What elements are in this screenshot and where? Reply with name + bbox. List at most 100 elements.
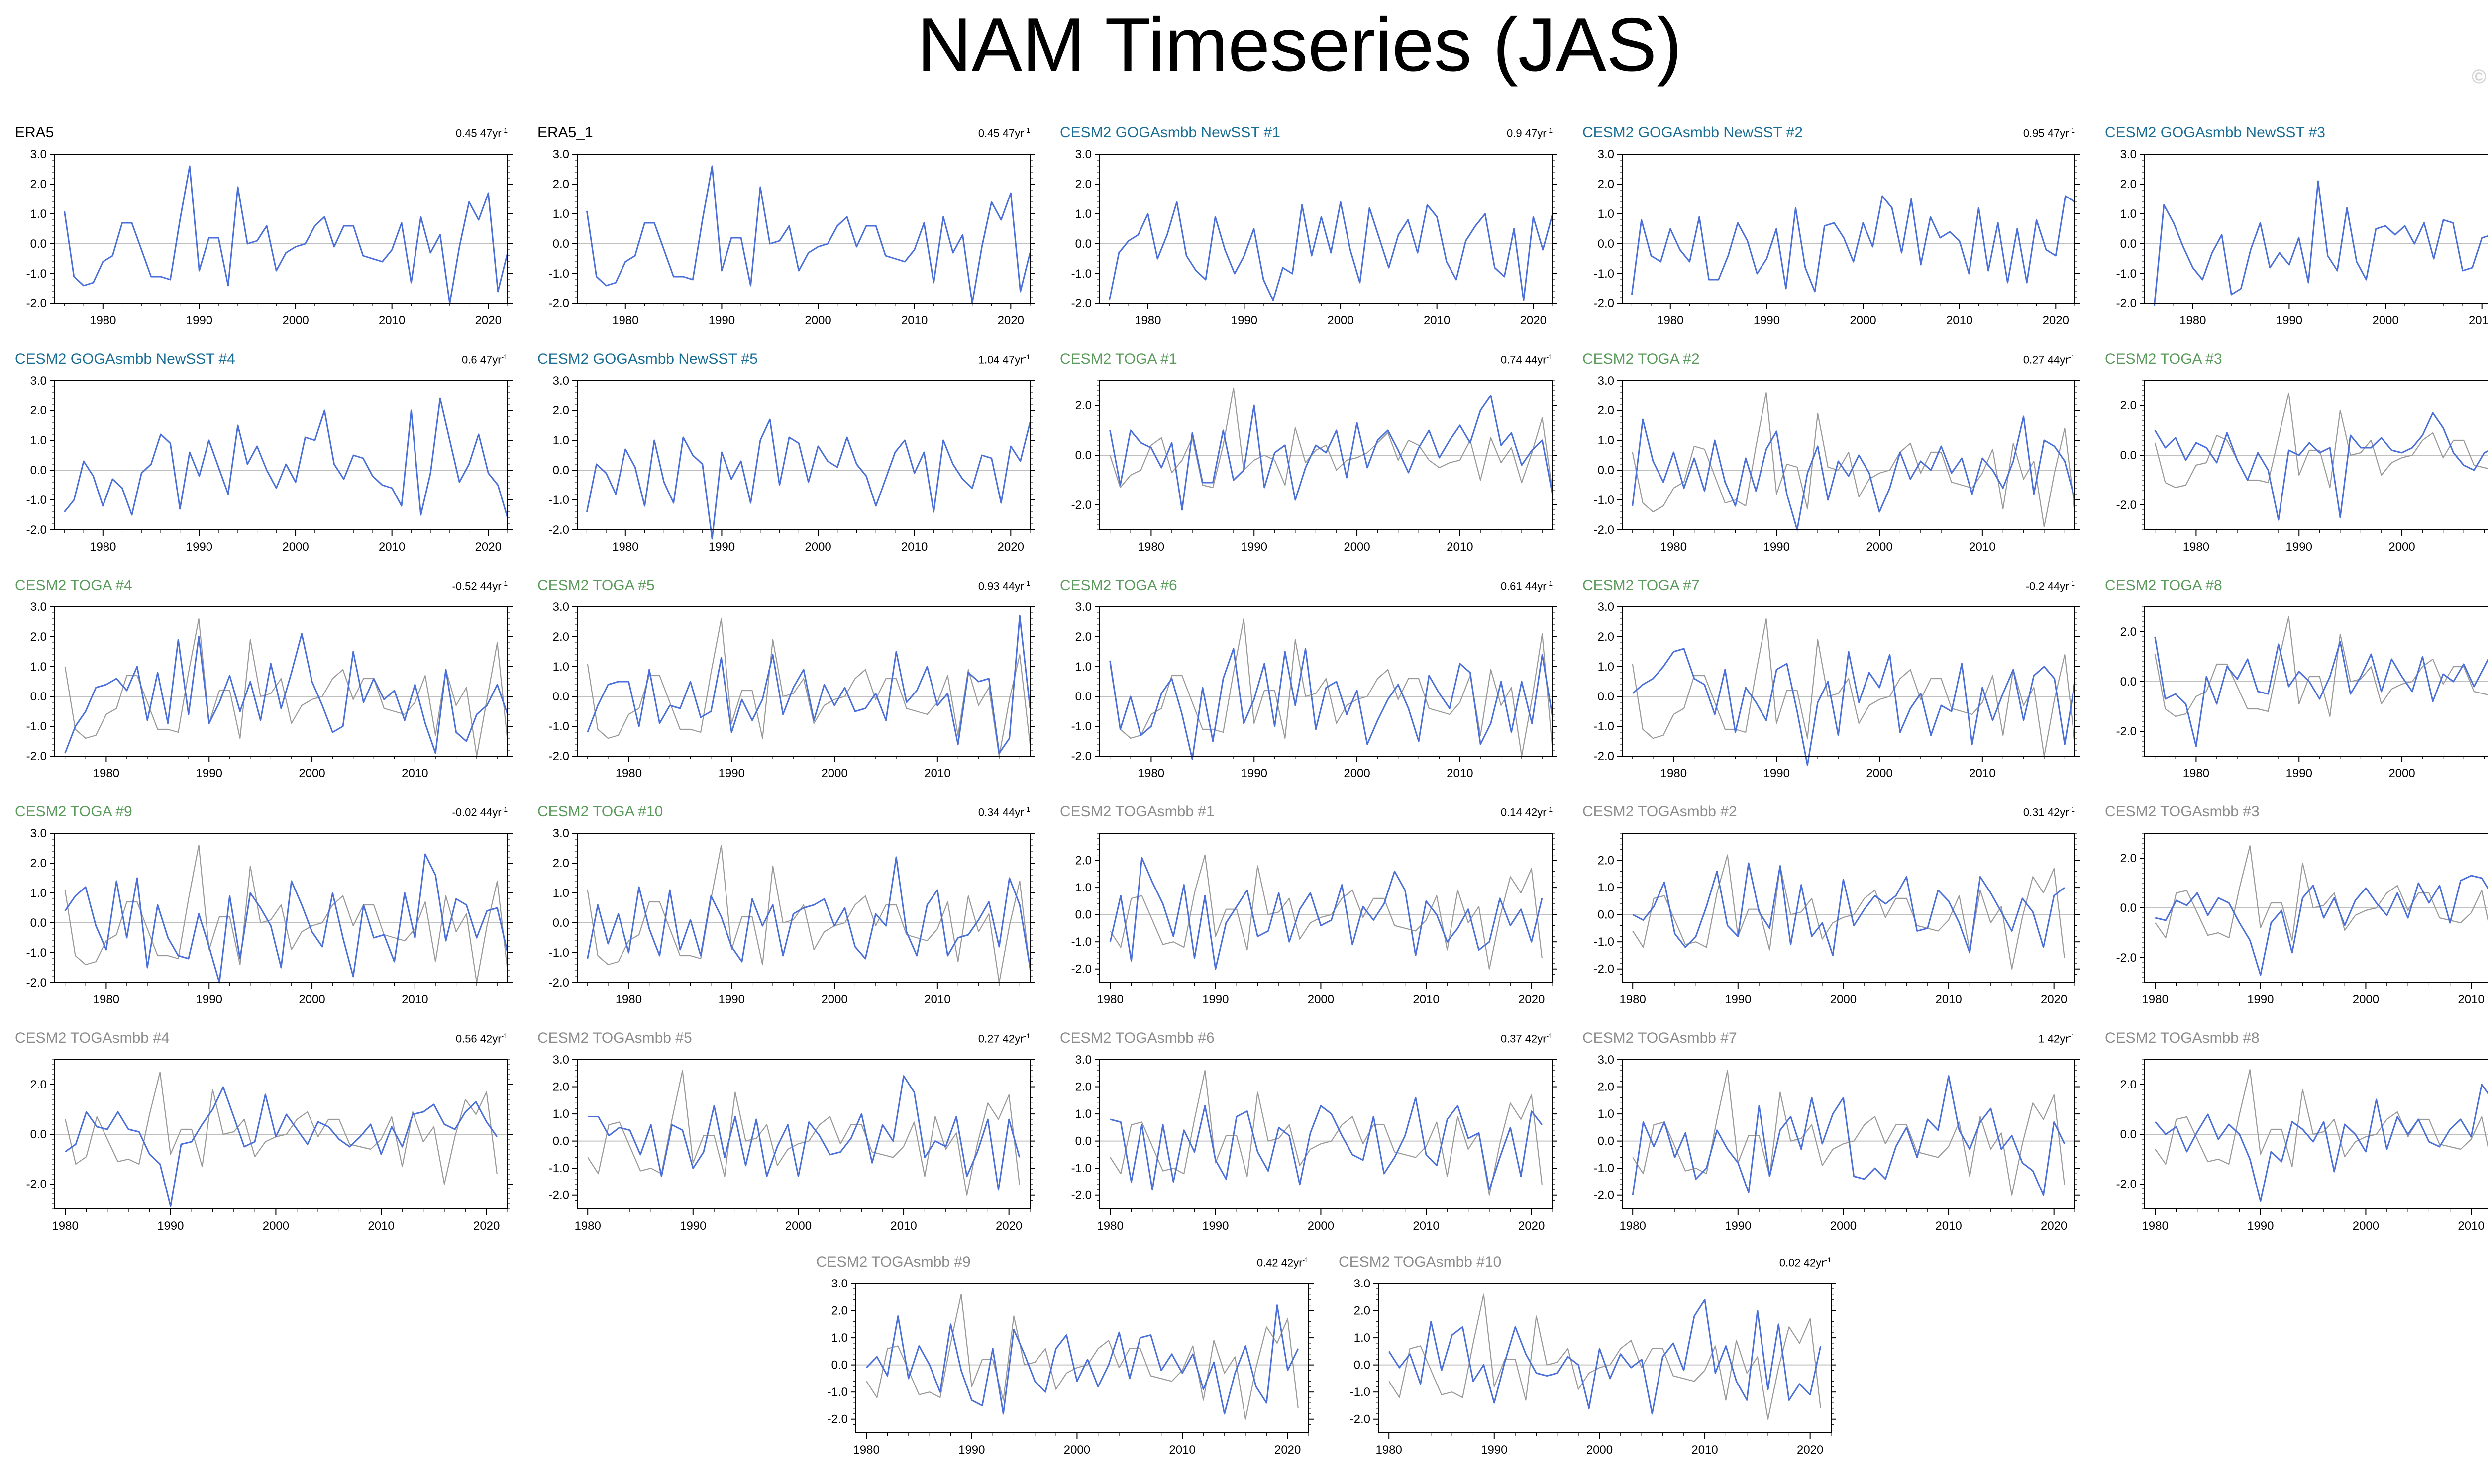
member-series-line <box>2155 1084 2488 1202</box>
chart-panel: CESM2 TOGAsmbb #6 0.37 42yr-1 3.0 2.0 1.0 0.0… <box>1060 1030 1562 1249</box>
panel-title: CESM2 GOGAsmbb NewSST #5 <box>537 351 758 367</box>
x-tick-label: 1980 <box>90 314 116 327</box>
x-tick-label: 1990 <box>2247 993 2274 1006</box>
y-tick-label: 1.0 <box>553 887 569 900</box>
x-tick-label: 2000 <box>2353 993 2379 1006</box>
x-tick-label: 1990 <box>719 767 745 780</box>
panel-plot: 3.0 2.0 1.0 0.0 -1.0 -2.0 1980 1990 2000 2010 2020 <box>1594 1053 2080 1233</box>
y-tick-label: -2.0 <box>549 297 569 310</box>
member-series-line <box>65 1086 498 1207</box>
chart-panel: CESM2 TOGA #7 -0.2 44yr-1 3.0 2.0 1.0 0.0 -1.0… <box>1582 577 2085 796</box>
panel-plot: 2.0 1.0 0.0 -1.0 -2.0 1980 1990 2000 2010 2020 <box>1071 833 1557 1006</box>
chart-panel: CESM2 TOGAsmbb #5 0.27 42yr-1 3.0 2.0 1.0 0.0… <box>537 1030 1040 1249</box>
y-tick-label: 0.0 <box>1598 464 1614 477</box>
obs-series-line <box>866 1293 1299 1420</box>
x-tick-label: 2000 <box>1830 993 1857 1006</box>
x-tick-label: 1990 <box>196 993 222 1006</box>
y-tick-label: -2.0 <box>26 1178 47 1191</box>
x-tick-label: 1990 <box>1725 993 1751 1006</box>
y-tick-label: 1.0 <box>553 1107 569 1121</box>
x-tick-label: 2000 <box>282 540 309 554</box>
chart-panel: CESM2 TOGAsmbb #80.71 42yr-12.00.0-2.019… <box>2105 1030 2488 1249</box>
y-tick-label: 1.0 <box>1598 660 1614 674</box>
y-tick-label: 0.0 <box>2120 901 2137 915</box>
x-tick-label: 2020 <box>2041 1219 2067 1233</box>
x-tick-label: 2000 <box>1308 993 1334 1006</box>
x-tick-label: 2010 <box>402 993 428 1006</box>
x-tick-label: 1980 <box>1619 1219 1646 1233</box>
panel-title: CESM2 TOGAsmbb #7 <box>1582 1030 1737 1046</box>
y-tick-label: 0.0 <box>831 1359 848 1372</box>
x-tick-label: 2010 <box>901 540 928 554</box>
panel-title: CESM2 TOGA #8 <box>2105 577 2222 594</box>
y-tick-label: 1.0 <box>30 660 47 674</box>
panel-trend: 0.74 44yr-1 <box>1500 353 1553 366</box>
y-tick-label: 2.0 <box>30 404 47 417</box>
panel-title: CESM2 TOGA #3 <box>2105 351 2222 367</box>
x-tick-label: 1980 <box>616 993 642 1006</box>
obs-series-line <box>65 1071 498 1185</box>
panel-trend: 0.61 44yr-1 <box>1500 579 1553 593</box>
x-tick-label: 1990 <box>1202 993 1229 1006</box>
y-tick-label: 0.0 <box>553 237 569 251</box>
x-tick-label: 2010 <box>1447 767 1473 780</box>
x-tick-label: 1990 <box>2286 767 2312 780</box>
obs-series-line <box>1632 392 2076 528</box>
plot-frame <box>577 1059 1031 1209</box>
x-tick-label: 2020 <box>996 1219 1022 1233</box>
x-tick-label: 2010 <box>368 1219 394 1233</box>
chart-panel: CESM2 GOGAsmbb NewSST #4 0.6 47yr-1 3.0 2.0… <box>15 351 518 570</box>
plot-frame <box>1099 1059 1553 1209</box>
member-series-line <box>1109 395 1554 511</box>
y-tick-label: 0.0 <box>1075 449 1092 462</box>
panel-plot: 3.0 2.0 1.0 0.0 -1.0 -2.0 1980 1990 2000 2010 <box>1594 600 2080 780</box>
y-tick-label: 2.0 <box>553 178 569 191</box>
y-tick-label: 3.0 <box>553 827 569 840</box>
y-tick-label: 3.0 <box>30 600 47 614</box>
y-tick-label: 3.0 <box>1598 374 1614 388</box>
y-tick-label: 3.0 <box>1075 148 1092 161</box>
panel-plot: 3.0 2.0 1.0 0.0 -1.0 -2.0 1980 1990 2000 2010 2020 <box>549 1053 1035 1233</box>
member-series-line <box>2154 412 2488 521</box>
x-tick-label: 2010 <box>2469 314 2488 327</box>
y-tick-label: 0.0 <box>1075 1135 1092 1148</box>
y-tick-label: -2.0 <box>2116 498 2137 512</box>
plot-frame <box>1099 606 1553 757</box>
panel-title: CESM2 GOGAsmbb NewSST #4 <box>15 351 235 367</box>
y-tick-label: 2.0 <box>553 630 569 644</box>
x-tick-label: 2000 <box>1327 314 1353 327</box>
y-tick-label: 1.0 <box>553 660 569 674</box>
panel-plot: 3.0 2.0 1.0 0.0 -1.0 -2.0 1980 1990 2000 2010 <box>26 827 513 1006</box>
y-tick-label: -2.0 <box>1071 963 1092 976</box>
panel-title: CESM2 TOGA #10 <box>537 803 663 820</box>
panel-trend: 0.45 47yr-1 <box>978 126 1030 140</box>
x-tick-label: 1990 <box>186 314 212 327</box>
y-tick-label: 2.0 <box>553 1081 569 1094</box>
y-tick-label: 1.0 <box>2120 207 2137 221</box>
x-tick-label: 2000 <box>1850 314 1876 327</box>
panel-plot: 3.0 2.0 1.0 0.0 -1.0 -2.0 1980 1990 2000 2010 <box>26 600 513 780</box>
y-tick-label: -1.0 <box>1350 1385 1370 1399</box>
y-tick-label: -2.0 <box>2116 297 2137 310</box>
panel-plot: 3.0 2.0 1.0 0.0 -1.0 -2.0 1980 1990 2000 2010 2020 <box>1071 148 1557 327</box>
y-tick-label: 0.0 <box>30 1128 47 1141</box>
x-tick-label: 2010 <box>924 993 950 1006</box>
chart-panel: CESM2 GOGAsmbb NewSST #5 1.04 47yr-1 3.0 2.… <box>537 351 1040 570</box>
x-tick-label: 2000 <box>299 767 325 780</box>
plot-frame <box>855 1283 1309 1433</box>
x-tick-label: 1990 <box>1202 1219 1229 1233</box>
chart-panel: CESM2 TOGA #4 -0.52 44yr-1 3.0 2.0 1.0 0.0 -1.… <box>15 577 518 796</box>
x-tick-label: 2010 <box>1969 767 1995 780</box>
x-tick-label: 2000 <box>299 993 325 1006</box>
panel-title: CESM2 TOGA #1 <box>1060 351 1177 367</box>
x-tick-label: 2000 <box>1586 1443 1613 1457</box>
x-tick-label: 2000 <box>263 1219 289 1233</box>
x-tick-label: 2000 <box>1344 540 1370 554</box>
plot-frame <box>1622 154 2075 304</box>
y-tick-label: 0.0 <box>30 464 47 477</box>
y-tick-label: 0.0 <box>2120 237 2137 251</box>
x-tick-label: 2010 <box>1946 314 1972 327</box>
chart-panel: CESM2 GOGAsmbb NewSST #1 0.9 47yr-1 3.0 2.0… <box>1060 124 1562 343</box>
